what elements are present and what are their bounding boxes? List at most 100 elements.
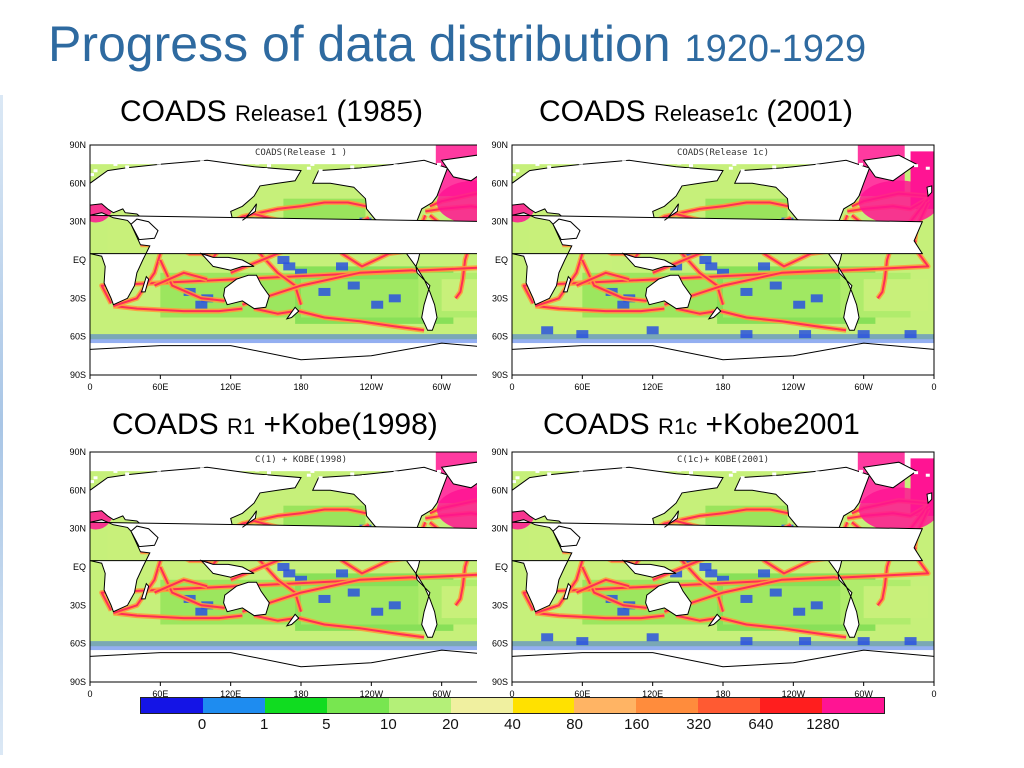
svg-text:120E: 120E [220, 382, 241, 392]
svg-text:60N: 60N [69, 178, 86, 188]
colorbar-swatch [264, 698, 327, 713]
svg-text:0: 0 [931, 689, 936, 699]
svg-text:30S: 30S [492, 600, 508, 610]
map-panel-release1: COADS(Release 1 ) 90N 60N 30N EQ 30S 60S 90S 0 60… [55, 138, 525, 393]
caption-text: (2001) [757, 95, 854, 128]
svg-text:180: 180 [293, 382, 308, 392]
colorbar-swatch [512, 698, 575, 713]
colorbar-swatch [326, 698, 389, 713]
colorbar-swatch [388, 698, 451, 713]
svg-text:EQ: EQ [73, 562, 86, 572]
panel-caption-release1c: COADS Release1c (2001) [539, 95, 853, 131]
panel-caption-r1c-kobe: COADS R1c +Kobe2001 [543, 408, 860, 444]
svg-text:120E: 120E [642, 382, 663, 392]
caption-text: (1985) [327, 95, 424, 128]
svg-text:EQ: EQ [73, 255, 86, 265]
svg-text:60S: 60S [492, 332, 508, 342]
map-panel-r1-kobe: C(1) + KOBE(1998) 90N 60N 30N EQ 30S 60S 90S 0 60… [55, 445, 525, 700]
svg-text:0: 0 [509, 689, 514, 699]
svg-text:120W: 120W [782, 382, 806, 392]
colorbar-tick-label: 1280 [806, 716, 840, 733]
svg-text:120E: 120E [642, 689, 663, 699]
svg-text:180: 180 [293, 689, 308, 699]
slide-title-years: 1920-1929 [684, 28, 867, 70]
panel-caption-r1-kobe: COADS R1 +Kobe(1998) [112, 408, 438, 444]
svg-text:60N: 60N [491, 485, 508, 495]
svg-text:EQ: EQ [495, 562, 508, 572]
svg-text:90S: 90S [492, 677, 508, 687]
svg-text:60E: 60E [574, 689, 590, 699]
caption-small-text: Release1 [235, 101, 328, 126]
caption-small-text: R1 [227, 414, 256, 439]
svg-text:30S: 30S [492, 293, 508, 303]
svg-text:COADS(Release 1c): COADS(Release 1c) [677, 148, 769, 158]
caption-text: COADS [112, 408, 228, 441]
colorbar-swatch [636, 698, 699, 713]
svg-text:30S: 30S [70, 293, 86, 303]
colorbar-tick-label: 80 [566, 716, 583, 733]
colorbar-tick-label: 20 [442, 716, 459, 733]
colorbar-swatch [822, 698, 885, 713]
svg-text:C(1c)+ KOBE(2001): C(1c)+ KOBE(2001) [677, 455, 769, 465]
colorbar-tick-label: 10 [379, 716, 397, 733]
svg-text:60S: 60S [492, 639, 508, 649]
caption-text: COADS [539, 95, 655, 128]
svg-text:60E: 60E [152, 382, 168, 392]
svg-text:60W: 60W [432, 382, 451, 392]
svg-text:60N: 60N [491, 178, 508, 188]
colorbar-tick-label: 1 [259, 716, 269, 733]
svg-text:120W: 120W [782, 689, 806, 699]
svg-text:60S: 60S [70, 639, 86, 649]
svg-text:30N: 30N [69, 524, 86, 534]
caption-text: +Kobe2001 [697, 408, 860, 441]
svg-text:90N: 90N [69, 140, 86, 150]
svg-text:90N: 90N [491, 447, 508, 457]
colorbar-swatch [141, 698, 203, 713]
caption-text: COADS [543, 408, 659, 441]
colorbar-tick-label: 320 [686, 716, 712, 733]
colorbar-swatch [202, 698, 265, 713]
colorbar-tick-label: 0 [197, 716, 207, 733]
svg-text:30N: 30N [69, 217, 86, 227]
svg-text:30N: 30N [491, 217, 508, 227]
colorbar-swatch [450, 698, 513, 713]
slide-title: Progress of data distribution 1920-1929 [48, 14, 866, 79]
svg-text:C(1) + KOBE(1998): C(1) + KOBE(1998) [255, 455, 347, 465]
colorbar-tick-label: 640 [748, 716, 774, 733]
panel-caption-release1: COADS Release1 (1985) [120, 95, 423, 131]
svg-text:180: 180 [715, 689, 730, 699]
svg-text:60S: 60S [70, 332, 86, 342]
colorbar-swatch [698, 698, 761, 713]
slide-left-accent [0, 95, 3, 755]
svg-text:90N: 90N [491, 140, 508, 150]
svg-text:60W: 60W [432, 689, 451, 699]
svg-text:0: 0 [509, 382, 514, 392]
colorbar-swatch [574, 698, 637, 713]
map-panel-release1c: COADS(Release 1c) 90N 60N 30N EQ 30S 60S 90S 0 60… [477, 138, 947, 393]
caption-text: COADS [120, 95, 236, 128]
caption-text: +Kobe(1998) [255, 408, 438, 441]
svg-text:120W: 120W [360, 689, 384, 699]
svg-text:60W: 60W [854, 689, 873, 699]
colorbar-tick-label: 40 [504, 716, 521, 733]
svg-text:EQ: EQ [495, 255, 508, 265]
svg-text:60N: 60N [69, 485, 86, 495]
svg-text:90N: 90N [69, 447, 86, 457]
svg-text:0: 0 [87, 382, 92, 392]
svg-text:60E: 60E [574, 382, 590, 392]
slide-title-main: Progress of data distribution [48, 16, 671, 72]
svg-text:0: 0 [87, 689, 92, 699]
caption-small-text: R1c [658, 414, 698, 439]
svg-text:90S: 90S [70, 677, 86, 687]
svg-text:90S: 90S [492, 370, 508, 380]
svg-text:90S: 90S [70, 370, 86, 380]
map-panel-r1c-kobe: C(1c)+ KOBE(2001) 90N 60N 30N EQ 30S 60S 90S 0 60… [477, 445, 947, 700]
colorbar-legend [140, 697, 885, 714]
svg-text:30S: 30S [70, 600, 86, 610]
svg-text:COADS(Release 1 ): COADS(Release 1 ) [255, 148, 347, 158]
svg-text:30N: 30N [491, 524, 508, 534]
caption-small-text: Release1c [654, 101, 758, 126]
